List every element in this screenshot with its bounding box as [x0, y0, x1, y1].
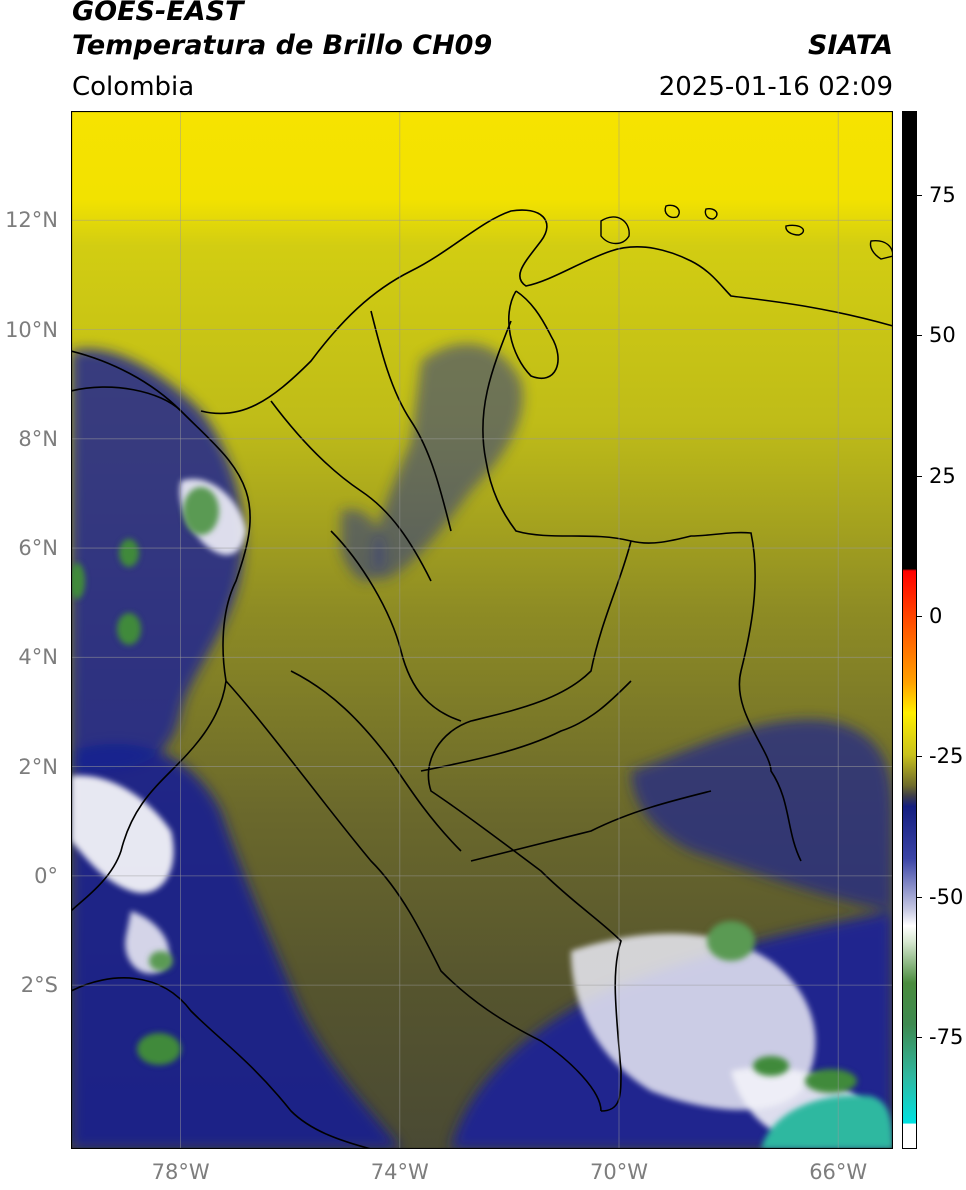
gridlines: [71, 111, 893, 1149]
satellite-map: [71, 111, 893, 1149]
islands: [600, 204, 893, 260]
lon-tick-label: 70°W: [590, 1160, 648, 1184]
colorbar-tick-mark: [917, 756, 922, 758]
colorbar-tick-label: 25: [929, 463, 956, 488]
lat-tick-label: 2°S: [20, 973, 58, 998]
agency-label: SIATA: [807, 30, 893, 61]
colorbar-tick-mark: [917, 475, 922, 477]
colorbar-tick-mark: [917, 615, 922, 617]
lat-tick-label: 0°: [34, 863, 58, 888]
lon-tick-label: 78°W: [151, 1160, 210, 1184]
region-label: Colombia: [72, 72, 195, 102]
colorbar-tick-label: 50: [929, 323, 956, 348]
lon-tick-label: 74°W: [370, 1160, 429, 1184]
colorbar-gradient: [902, 111, 917, 1149]
product-title: Temperatura de Brillo CH09: [72, 30, 493, 61]
colorbar-tick-mark: [917, 195, 922, 197]
satellite-title: GOES-EAST: [72, 0, 244, 27]
colorbar-tick-label: 75: [929, 183, 956, 208]
colorbar-tick-mark: [917, 1036, 922, 1038]
lat-tick-label: 8°N: [18, 426, 58, 451]
lat-tick-label: 6°N: [18, 536, 58, 561]
colorbar-tick-label: -25: [929, 744, 964, 769]
colorbar-frame: [902, 111, 917, 1149]
lat-tick-label: 4°N: [18, 645, 58, 670]
map-frame: [71, 111, 893, 1149]
colorbar-tick-mark: [917, 335, 922, 337]
coldest-tops: [71, 487, 893, 1149]
colorbar-tick-label: -50: [929, 884, 964, 909]
lat-tick-label: 12°N: [5, 208, 58, 233]
datetime-label: 2025-01-16 02:09: [658, 72, 893, 102]
lat-tick-label: 2°N: [18, 754, 58, 779]
colorbar-tick-label: -75: [929, 1024, 964, 1049]
lat-tick-label: 10°N: [5, 317, 58, 342]
colorbar-tick-mark: [917, 896, 922, 898]
colorbar-tick-label: 0: [929, 603, 943, 628]
lon-tick-label: 66°W: [809, 1160, 868, 1184]
coastlines-borders: [71, 209, 893, 1149]
colorbar: [902, 111, 917, 1149]
